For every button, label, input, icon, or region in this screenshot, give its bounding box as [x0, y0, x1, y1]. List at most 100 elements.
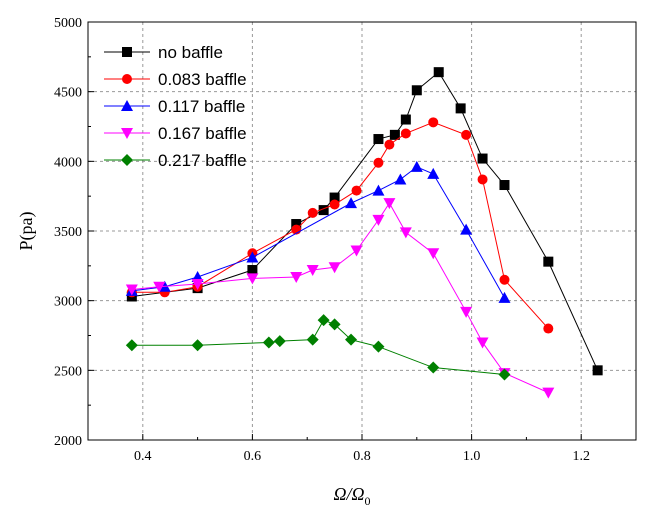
legend: no baffle 0.083 baffle 0.117 baffle 0.167 b… — [104, 43, 247, 170]
legend-label: 0.167 baffle — [158, 124, 247, 143]
y-tick-label: 4000 — [54, 155, 82, 170]
data-point — [427, 248, 440, 260]
y-tick-label: 3500 — [54, 225, 82, 240]
data-point — [384, 139, 395, 150]
data-point — [498, 291, 511, 303]
data-point — [460, 223, 473, 235]
series-no-baffle — [126, 67, 603, 376]
data-point — [328, 262, 341, 274]
data-point — [262, 336, 275, 349]
y-tick-label: 2500 — [54, 364, 82, 379]
data-point — [428, 117, 439, 128]
series-0-217-baffle — [125, 314, 511, 381]
y-axis-title: P(pa) — [16, 212, 37, 251]
series-0-167-baffle — [125, 198, 555, 399]
x-tick-label: 1.0 — [463, 449, 481, 464]
data-point — [476, 337, 489, 349]
data-point — [246, 273, 259, 285]
data-point — [290, 271, 303, 283]
data-point — [477, 174, 488, 185]
data-point — [543, 323, 554, 334]
data-point — [329, 192, 340, 203]
series-layer — [125, 67, 603, 399]
data-point — [373, 157, 384, 168]
legend-label: no baffle — [158, 43, 223, 62]
series-0-117-baffle — [125, 160, 511, 303]
legend-item: 0.217 baffle — [104, 151, 247, 170]
legend-marker — [121, 128, 133, 139]
legend-label: 0.217 baffle — [158, 151, 247, 170]
data-point — [389, 129, 400, 140]
data-point — [306, 265, 319, 277]
data-point — [329, 199, 340, 210]
series-line — [131, 202, 549, 394]
legend-item: 0.083 baffle — [104, 70, 247, 89]
data-point — [247, 265, 258, 276]
data-point — [410, 160, 423, 172]
data-point — [372, 340, 385, 353]
data-point — [372, 184, 385, 196]
data-point — [592, 365, 603, 376]
legend-label: 0.083 baffle — [158, 70, 247, 89]
data-point — [461, 129, 472, 140]
data-point — [153, 281, 166, 293]
data-point — [191, 278, 204, 290]
data-point — [373, 134, 384, 145]
data-point — [291, 219, 302, 230]
data-point — [345, 197, 358, 209]
data-point — [328, 318, 341, 331]
y-tick-label: 5000 — [54, 16, 82, 31]
data-point — [543, 256, 554, 267]
legend-marker — [121, 154, 133, 166]
data-point — [499, 180, 510, 191]
data-point — [433, 67, 444, 78]
data-point — [400, 114, 411, 125]
data-point — [125, 339, 138, 352]
data-point — [477, 153, 488, 164]
data-point — [399, 227, 412, 239]
data-point — [345, 333, 358, 346]
x-tick-label: 0.6 — [244, 449, 262, 464]
legend-marker — [122, 74, 132, 84]
legend-item: no baffle — [104, 43, 223, 62]
data-point — [273, 335, 286, 348]
data-point — [460, 306, 473, 318]
data-point — [372, 214, 385, 226]
data-point — [411, 85, 422, 96]
data-point — [351, 185, 362, 196]
data-point — [318, 205, 329, 216]
x-axis-title-subscript: 0 — [365, 494, 371, 508]
x-axis-title-main: Ω/Ω — [333, 484, 364, 504]
data-point — [455, 103, 466, 114]
data-point — [307, 207, 318, 218]
y-tick-label: 2000 — [54, 434, 82, 449]
data-point — [306, 333, 319, 346]
data-point — [427, 167, 440, 179]
legend-marker — [122, 47, 132, 57]
x-axis-title: Ω/Ω0 — [333, 484, 370, 508]
data-point — [400, 128, 411, 139]
legend-label: 0.117 baffle — [158, 97, 245, 116]
legend-item: 0.117 baffle — [104, 97, 245, 116]
series-line — [131, 71, 599, 371]
y-tick-label: 4500 — [54, 86, 82, 101]
x-tick-label: 0.8 — [353, 449, 371, 464]
series-line — [131, 166, 505, 299]
data-point — [125, 284, 138, 296]
data-point — [499, 274, 510, 285]
data-point — [498, 368, 511, 381]
y-tick-label: 3000 — [54, 295, 82, 310]
x-tick-label: 1.2 — [572, 449, 590, 464]
series-line — [131, 121, 549, 329]
data-point — [542, 387, 555, 399]
data-point — [383, 198, 396, 210]
legend-marker — [121, 100, 133, 111]
data-point — [427, 361, 440, 374]
series-line — [131, 319, 505, 376]
axis-ticks: 0.4 0.6 0.8 1.0 1.2 2000 2500 3000 3500 4000 4500 5… — [54, 16, 590, 464]
data-point — [394, 173, 407, 185]
x-tick-label: 0.4 — [134, 449, 152, 464]
data-point — [350, 245, 363, 257]
legend-item: 0.167 baffle — [104, 124, 247, 143]
